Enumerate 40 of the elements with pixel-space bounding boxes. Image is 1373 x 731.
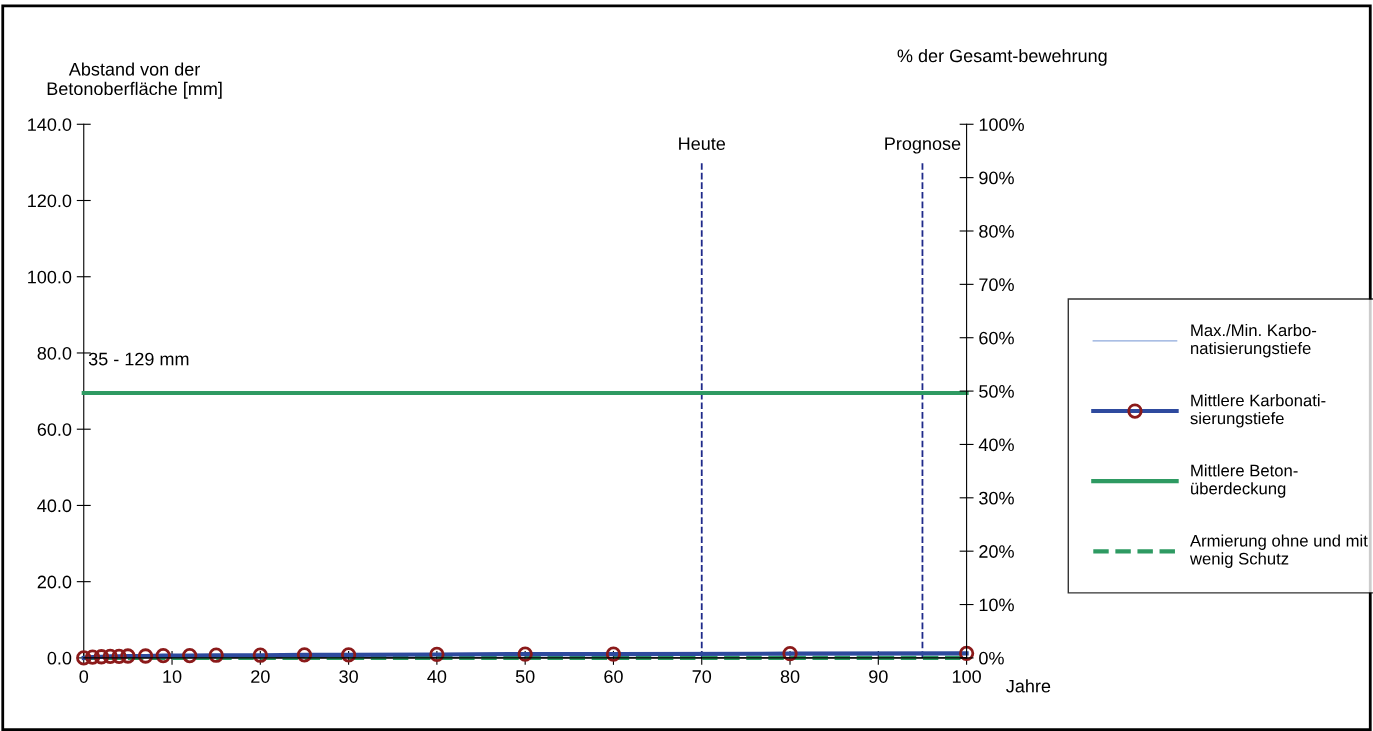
y-tick-label: 40.0: [37, 499, 72, 513]
legend-label: Mittlere Karbonati- sierungstiefe: [1190, 394, 1326, 428]
y2-tick-label: 90%: [979, 171, 1014, 185]
x-tick-label: 30: [339, 670, 358, 683]
y2-tick-label: 30%: [979, 491, 1014, 505]
y2-tick-label: 70%: [979, 278, 1014, 292]
x-tick-label: 100: [952, 670, 981, 683]
x-tick-label: 80: [780, 670, 800, 683]
ref-line-label: Heute: [679, 137, 726, 151]
y2-tick-label: 80%: [979, 224, 1014, 238]
legend-label: Max./Min. Karbo- natisierungstiefe: [1191, 323, 1317, 358]
x-tick-label: 50: [515, 670, 535, 683]
y2-tick-label: 40%: [978, 438, 1014, 452]
y2-tick-label: 50%: [979, 385, 1014, 398]
x-tick-label: 20: [251, 670, 270, 683]
y2-tick-label: 100%: [979, 118, 1024, 131]
y-tick-label: 80.0: [37, 346, 72, 360]
y-tick-label: 60.0: [37, 423, 72, 436]
y2-tick-label: 60%: [979, 331, 1014, 345]
y-tick-label: 120.0: [28, 194, 72, 208]
x-axis-title: Jahre: [1006, 679, 1051, 693]
legend-label: Mittlere Beton- überdeckung: [1191, 464, 1298, 498]
y-tick-label: 100.0: [28, 270, 72, 284]
y-tick-label: 140.0: [28, 118, 72, 131]
x-tick-label: 10: [163, 670, 182, 683]
y-tick-label: 20.0: [37, 575, 72, 589]
y2-tick-label: 0%: [979, 651, 1004, 665]
x-tick-label: 0: [79, 670, 89, 683]
x-tick-label: 90: [869, 670, 888, 683]
y-axis-title: Abstand von der Betonoberfläche [mm]: [47, 62, 222, 99]
x-tick-label: 60: [604, 670, 623, 683]
x-tick-label: 40: [427, 670, 447, 683]
y-tick-label: 0.0: [47, 651, 72, 665]
legend-label: Armierung ohne und mit wenig Schutz: [1189, 534, 1368, 568]
x-tick-label: 70: [692, 670, 712, 683]
y2-tick-label: 10%: [979, 598, 1014, 612]
y2-axis-title: % der Gesamt-bewehrung: [897, 48, 1107, 66]
annotation: 35 - 129 mm: [88, 352, 189, 366]
ref-line-label: Prognose: [885, 137, 961, 154]
y2-tick-label: 20%: [979, 545, 1014, 558]
